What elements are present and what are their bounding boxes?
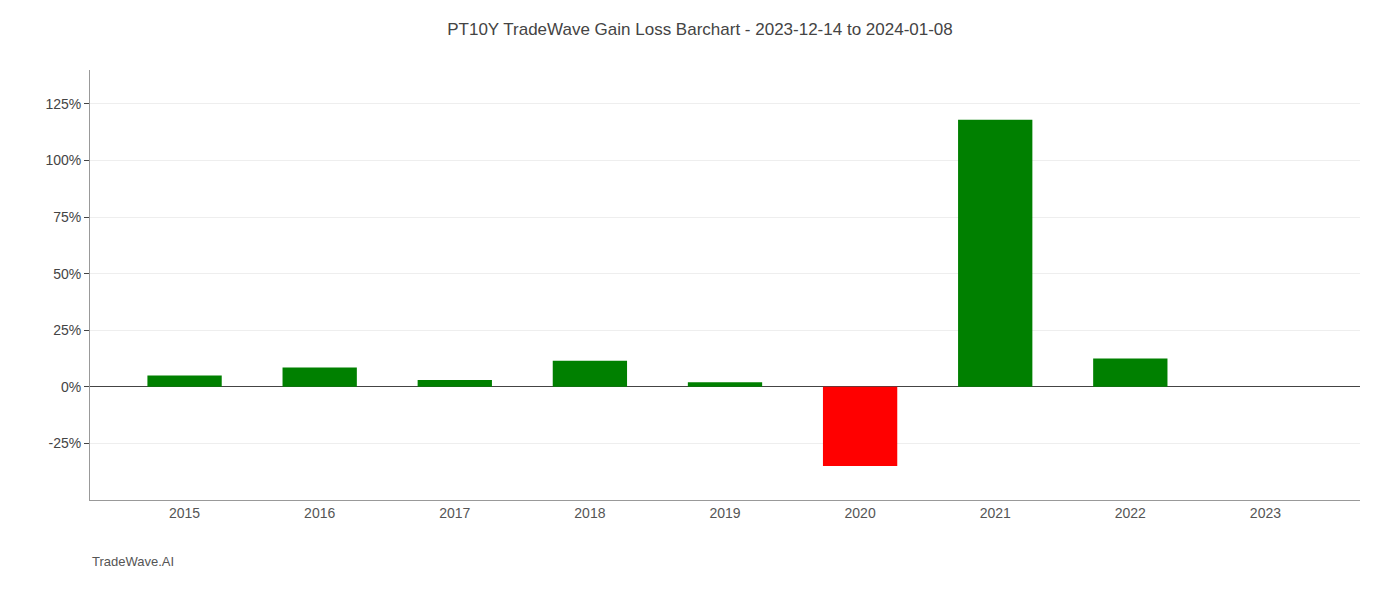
svg-text:2015: 2015	[169, 505, 200, 521]
svg-text:2019: 2019	[709, 505, 740, 521]
svg-text:TradeWave.AI: TradeWave.AI	[92, 554, 174, 569]
svg-text:2022: 2022	[1115, 505, 1146, 521]
svg-text:2023: 2023	[1250, 505, 1281, 521]
svg-text:-25%: -25%	[49, 435, 82, 451]
svg-text:50%: 50%	[53, 266, 81, 282]
svg-text:2017: 2017	[439, 505, 470, 521]
svg-text:2021: 2021	[980, 505, 1011, 521]
svg-text:2016: 2016	[304, 505, 335, 521]
svg-text:125%: 125%	[45, 96, 81, 112]
svg-text:75%: 75%	[53, 209, 81, 225]
svg-text:2020: 2020	[845, 505, 876, 521]
svg-text:100%: 100%	[45, 152, 81, 168]
svg-text:PT10Y TradeWave Gain Loss Barc: PT10Y TradeWave Gain Loss Barchart - 202…	[447, 20, 953, 39]
svg-text:2018: 2018	[574, 505, 605, 521]
svg-text:25%: 25%	[53, 322, 81, 338]
svg-text:0%: 0%	[61, 379, 81, 395]
